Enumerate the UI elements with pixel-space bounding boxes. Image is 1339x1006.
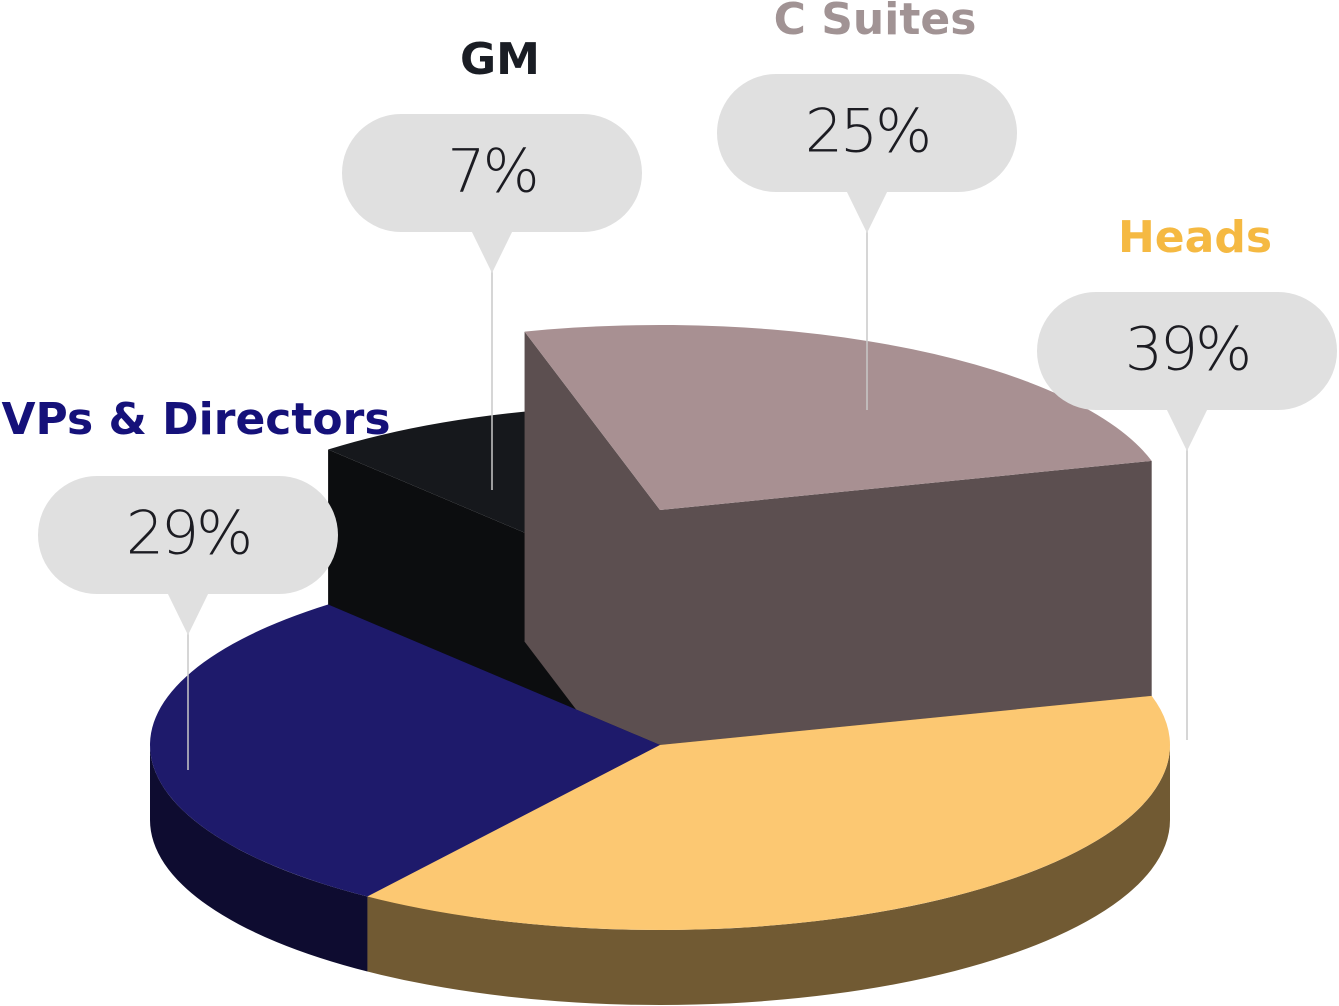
slice-side — [367, 745, 1170, 1006]
value-label: 29% — [126, 499, 250, 569]
callout-bubble — [717, 74, 1017, 192]
slice — [367, 695, 1170, 931]
callout-bubble — [38, 476, 338, 594]
slice — [524, 325, 1152, 510]
callout-bubble — [1037, 292, 1337, 410]
callout-pointer — [1165, 406, 1209, 451]
category-label: Heads — [1118, 212, 1272, 263]
value-label: 25% — [805, 97, 929, 167]
callout-pointer — [845, 188, 889, 233]
value-label: 7% — [447, 137, 536, 207]
category-label: GM — [460, 34, 540, 85]
slice-side — [150, 745, 368, 972]
category-label: C Suites — [774, 0, 977, 45]
callout-pointer — [166, 590, 210, 635]
callout-pointer — [470, 228, 514, 273]
value-label: 39% — [1125, 315, 1249, 385]
slice-side — [524, 331, 660, 820]
callout-bubble — [342, 114, 642, 232]
slice — [149, 604, 660, 897]
category-label: VPs & Directors — [1, 394, 390, 445]
